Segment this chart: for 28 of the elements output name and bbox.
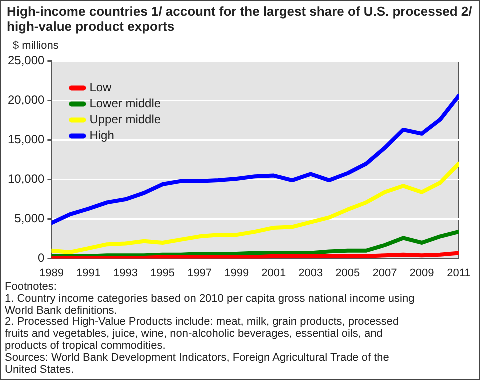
x-tick-label: 2011 [447, 267, 471, 280]
legend-label: Lower middle [90, 96, 162, 111]
y-tick-label: 25,000 [8, 54, 46, 68]
y-tick-label: 10,000 [8, 172, 46, 186]
text: Footnotes: [5, 281, 58, 294]
y-axis-title: $ millions [13, 40, 59, 52]
y-tick-label: 15,000 [8, 132, 46, 147]
x-tick-label: 1991 [76, 267, 101, 280]
x-tick-label: 2005 [336, 267, 360, 280]
x-tick-label: 1989 [39, 267, 64, 280]
legend-label: Low [90, 80, 112, 95]
x-tick-label: 1993 [114, 267, 138, 280]
y-tick-label: 5,000 [14, 212, 46, 226]
x-tick-label: 2007 [372, 267, 398, 280]
x-tick-label: 1995 [150, 267, 176, 280]
x-tick-label: 1997 [188, 267, 212, 280]
x-tick-label: 1999 [224, 267, 250, 280]
y-tick-label: 20,000 [8, 93, 46, 108]
x-tick-label: 2003 [298, 267, 324, 280]
y-tick-label: 0 [38, 251, 46, 266]
legend-label: Upper middle [90, 112, 162, 127]
x-tick-label: 2009 [410, 267, 434, 280]
text: 2. Processed High-Value Products include: meat, milk, grain products, processed fruits and vegetables, juice, wine, non-alcoholic beverages, essential oils, and products of tropical commodities. [5, 316, 400, 353]
x-tick-label: 2001 [262, 267, 286, 280]
chart-title: High-income countries 1/ account for the largest share of U.S. processed 2/ high-value product exports [6, 3, 474, 34]
text: 1. Country income categories based on 2010 per capita gross national income using World Bank definitions. [5, 292, 416, 317]
legend-label: High [90, 128, 114, 143]
source-note: Sources: World Bank Development Indicators, Foreign Agricultural Trade of the United States. [5, 352, 390, 376]
